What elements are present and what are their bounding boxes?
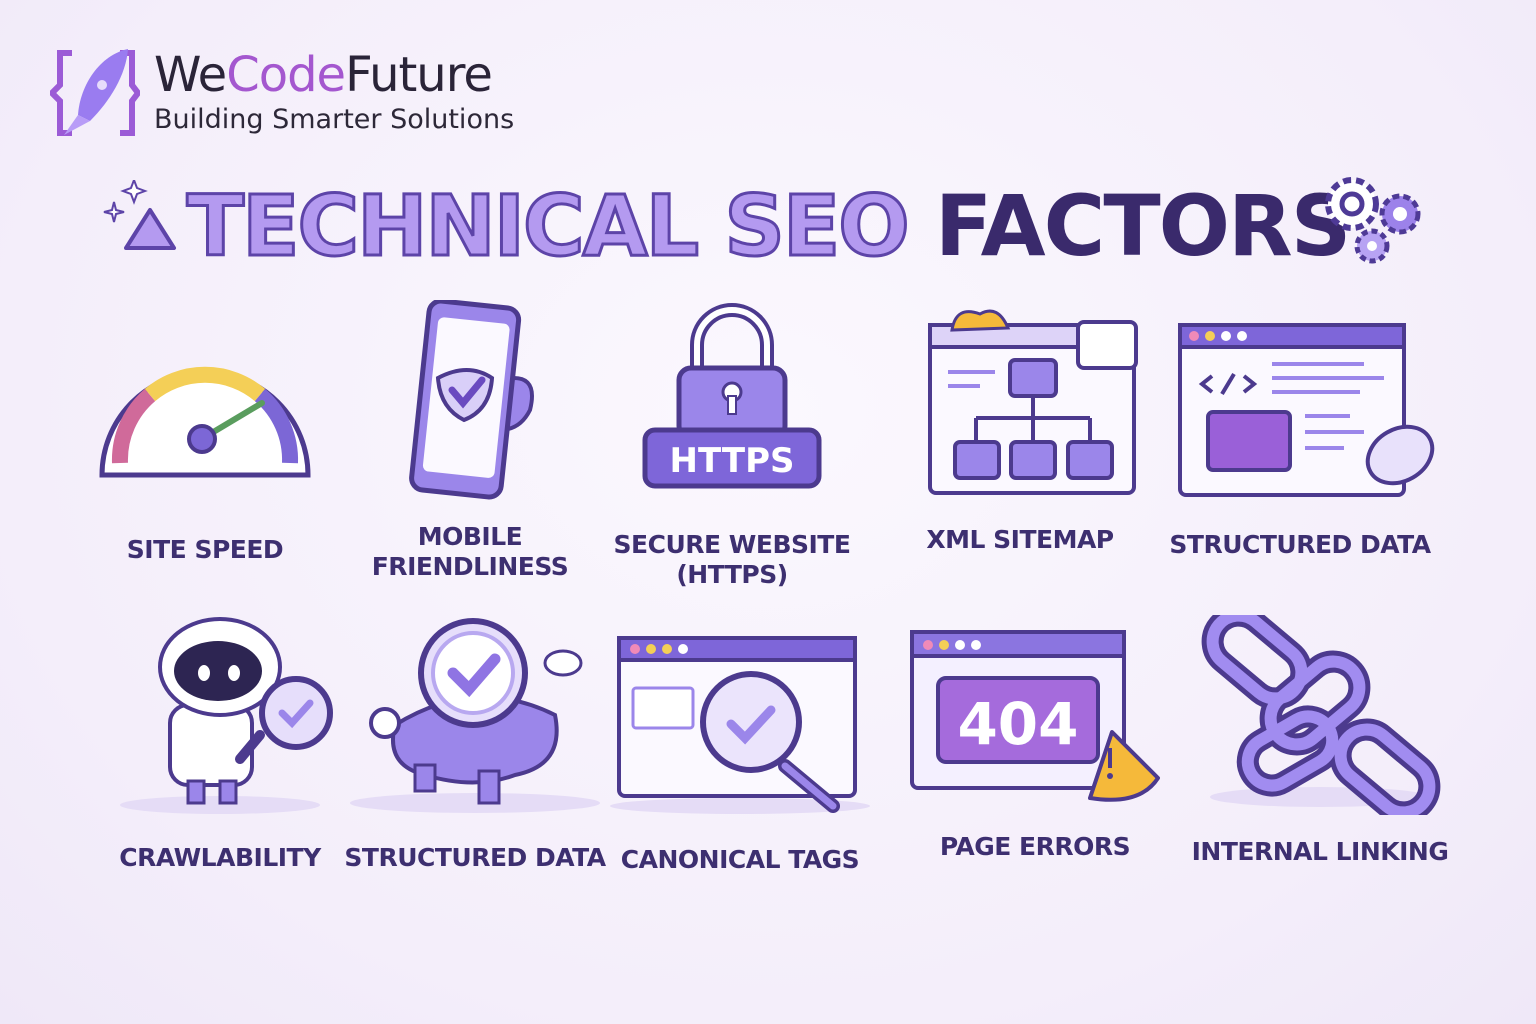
factor-internal-linking: INTERNAL LINKING: [1180, 615, 1460, 867]
factor-label: STRUCTURED DATA: [1169, 530, 1431, 559]
sparkle-triangle-icon: [103, 180, 176, 250]
brand-tagline: Building Smarter Solutions: [154, 103, 515, 135]
factor-label: CRAWLABILITY: [119, 843, 321, 872]
sitemap-icon: [928, 309, 1138, 495]
robot-check-icon: [350, 618, 600, 813]
chain-link-icon: [1201, 615, 1441, 815]
factor-label: SITE SPEED: [126, 535, 284, 564]
factor-label: SECURE WEBSITE (HTTPS): [613, 530, 851, 589]
factor-crawlability: CRAWLABILITY: [80, 605, 360, 873]
https-badge: HTTPS: [669, 441, 794, 481]
factor-structured-data-2: STRUCTURED DATA: [335, 615, 615, 873]
speedometer-icon: [99, 366, 311, 478]
factor-canonical-tags: CANONICAL TAGS: [600, 630, 880, 875]
factor-site-speed: SITE SPEED: [65, 325, 345, 565]
factor-label: MOBILE FRIENDLINESS: [371, 522, 569, 581]
padlock-https-icon: HTTPS: [642, 303, 822, 489]
factor-label: XML SITEMAP: [926, 525, 1114, 554]
factor-label: INTERNAL LINKING: [1191, 837, 1449, 866]
factor-mobile-friendliness: MOBILE FRIENDLINESS: [330, 300, 610, 582]
browser-magnifier-icon: [610, 636, 870, 814]
factor-label: STRUCTURED DATA: [344, 843, 606, 872]
smartphone-check-icon: [409, 300, 534, 500]
factor-label: CANONICAL TAGS: [620, 845, 860, 874]
robot-magnifier-icon: [120, 617, 333, 814]
factor-page-errors: 404 PAGE ERRORS: [895, 628, 1175, 862]
page-title: TECHNICAL SEO FACTORS: [185, 177, 1351, 276]
factor-xml-sitemap: XML SITEMAP: [880, 300, 1160, 555]
rocket-logo-icon: [50, 49, 140, 136]
brand-name: WeCodeFuture: [154, 46, 493, 103]
factor-label: PAGE ERRORS: [939, 832, 1131, 861]
factor-structured-data: STRUCTURED DATA: [1160, 320, 1440, 560]
gears-icon: [1325, 177, 1421, 264]
brand-logo: WeCodeFuture Building Smarter Solutions: [50, 45, 514, 140]
code-browser-icon: [1178, 323, 1435, 497]
error-404-icon: 404: [910, 630, 1160, 802]
error-code: 404: [957, 690, 1078, 758]
factor-secure-website: HTTPS SECURE WEBSITE (HTTPS): [592, 300, 872, 590]
